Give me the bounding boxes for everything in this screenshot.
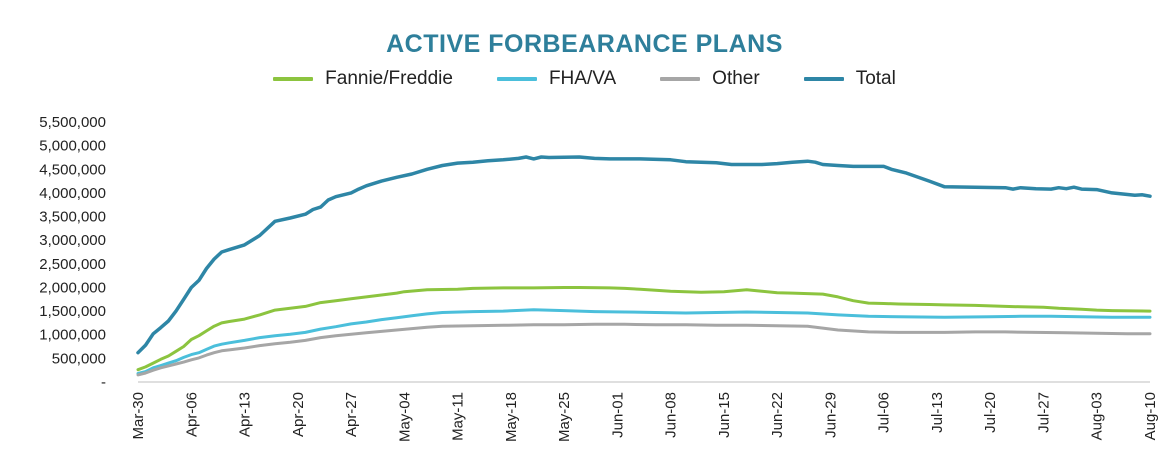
y-tick-label: 1,500,000 [39, 303, 106, 320]
y-tick-label: 5,000,000 [39, 138, 106, 155]
x-tick-label: Aug-10 [1142, 392, 1159, 440]
x-tick-label: Jul-20 [982, 392, 999, 433]
x-tick-label: May-25 [556, 392, 573, 442]
x-tick-label: Apr-13 [237, 392, 254, 437]
x-tick-label: Jun-15 [716, 392, 733, 438]
legend-item: Other [660, 68, 760, 90]
x-tick-label: Jun-29 [822, 392, 839, 438]
y-tick-label: 3,000,000 [39, 232, 106, 249]
x-tick-label: Jul-13 [929, 392, 946, 433]
x-tick-label: Jul-06 [876, 392, 893, 433]
x-tick-label: Jun-08 [663, 392, 680, 438]
series-line-fannie-freddie [136, 286, 1152, 372]
legend-label: FHA/VA [548, 68, 617, 89]
legend-item: Fannie/Freddie [273, 68, 453, 90]
y-tick-label: - [101, 374, 106, 391]
legend-swatch [660, 77, 701, 81]
y-tick-label: 2,500,000 [39, 256, 106, 273]
x-tick-label: Apr-27 [343, 392, 360, 437]
x-tick-label: Mar-30 [130, 392, 147, 440]
series-line-fha-va [136, 308, 1152, 375]
y-tick-label: 4,000,000 [39, 185, 106, 202]
series-line-total [136, 155, 1152, 355]
y-tick-label: 1,000,000 [39, 327, 106, 344]
x-tick-label: Jul-27 [1035, 392, 1052, 433]
legend-item: Total [803, 68, 896, 90]
y-tick-label: 4,500,000 [39, 161, 106, 178]
x-tick-label: Apr-20 [290, 392, 307, 437]
legend-swatch [803, 77, 844, 81]
series-line-other [136, 322, 1152, 377]
x-tick-label: Jun-22 [769, 392, 786, 438]
x-tick-label: May-04 [396, 392, 413, 442]
x-tick-label: Jun-01 [609, 392, 626, 438]
legend: Fannie/Freddie FHA/VA Other Total [0, 68, 1169, 90]
legend-swatch [273, 77, 314, 81]
y-tick-label: 2,000,000 [39, 279, 106, 296]
legend-swatch [496, 77, 537, 81]
legend-label: Total [855, 68, 896, 89]
legend-item: FHA/VA [496, 68, 617, 90]
legend-label: Fannie/Freddie [325, 68, 453, 89]
y-tick-label: 500,000 [52, 350, 106, 367]
x-tick-label: Apr-06 [183, 392, 200, 437]
legend-label: Other [712, 68, 760, 89]
x-tick-label: May-11 [450, 392, 467, 441]
chart-title: ACTIVE FORBEARANCE PLANS [386, 30, 783, 58]
y-tick-label: 3,500,000 [39, 209, 106, 226]
x-tick-label: Aug-03 [1089, 392, 1106, 440]
y-tick-label: 5,500,000 [39, 114, 106, 131]
x-tick-label: May-18 [503, 392, 520, 442]
